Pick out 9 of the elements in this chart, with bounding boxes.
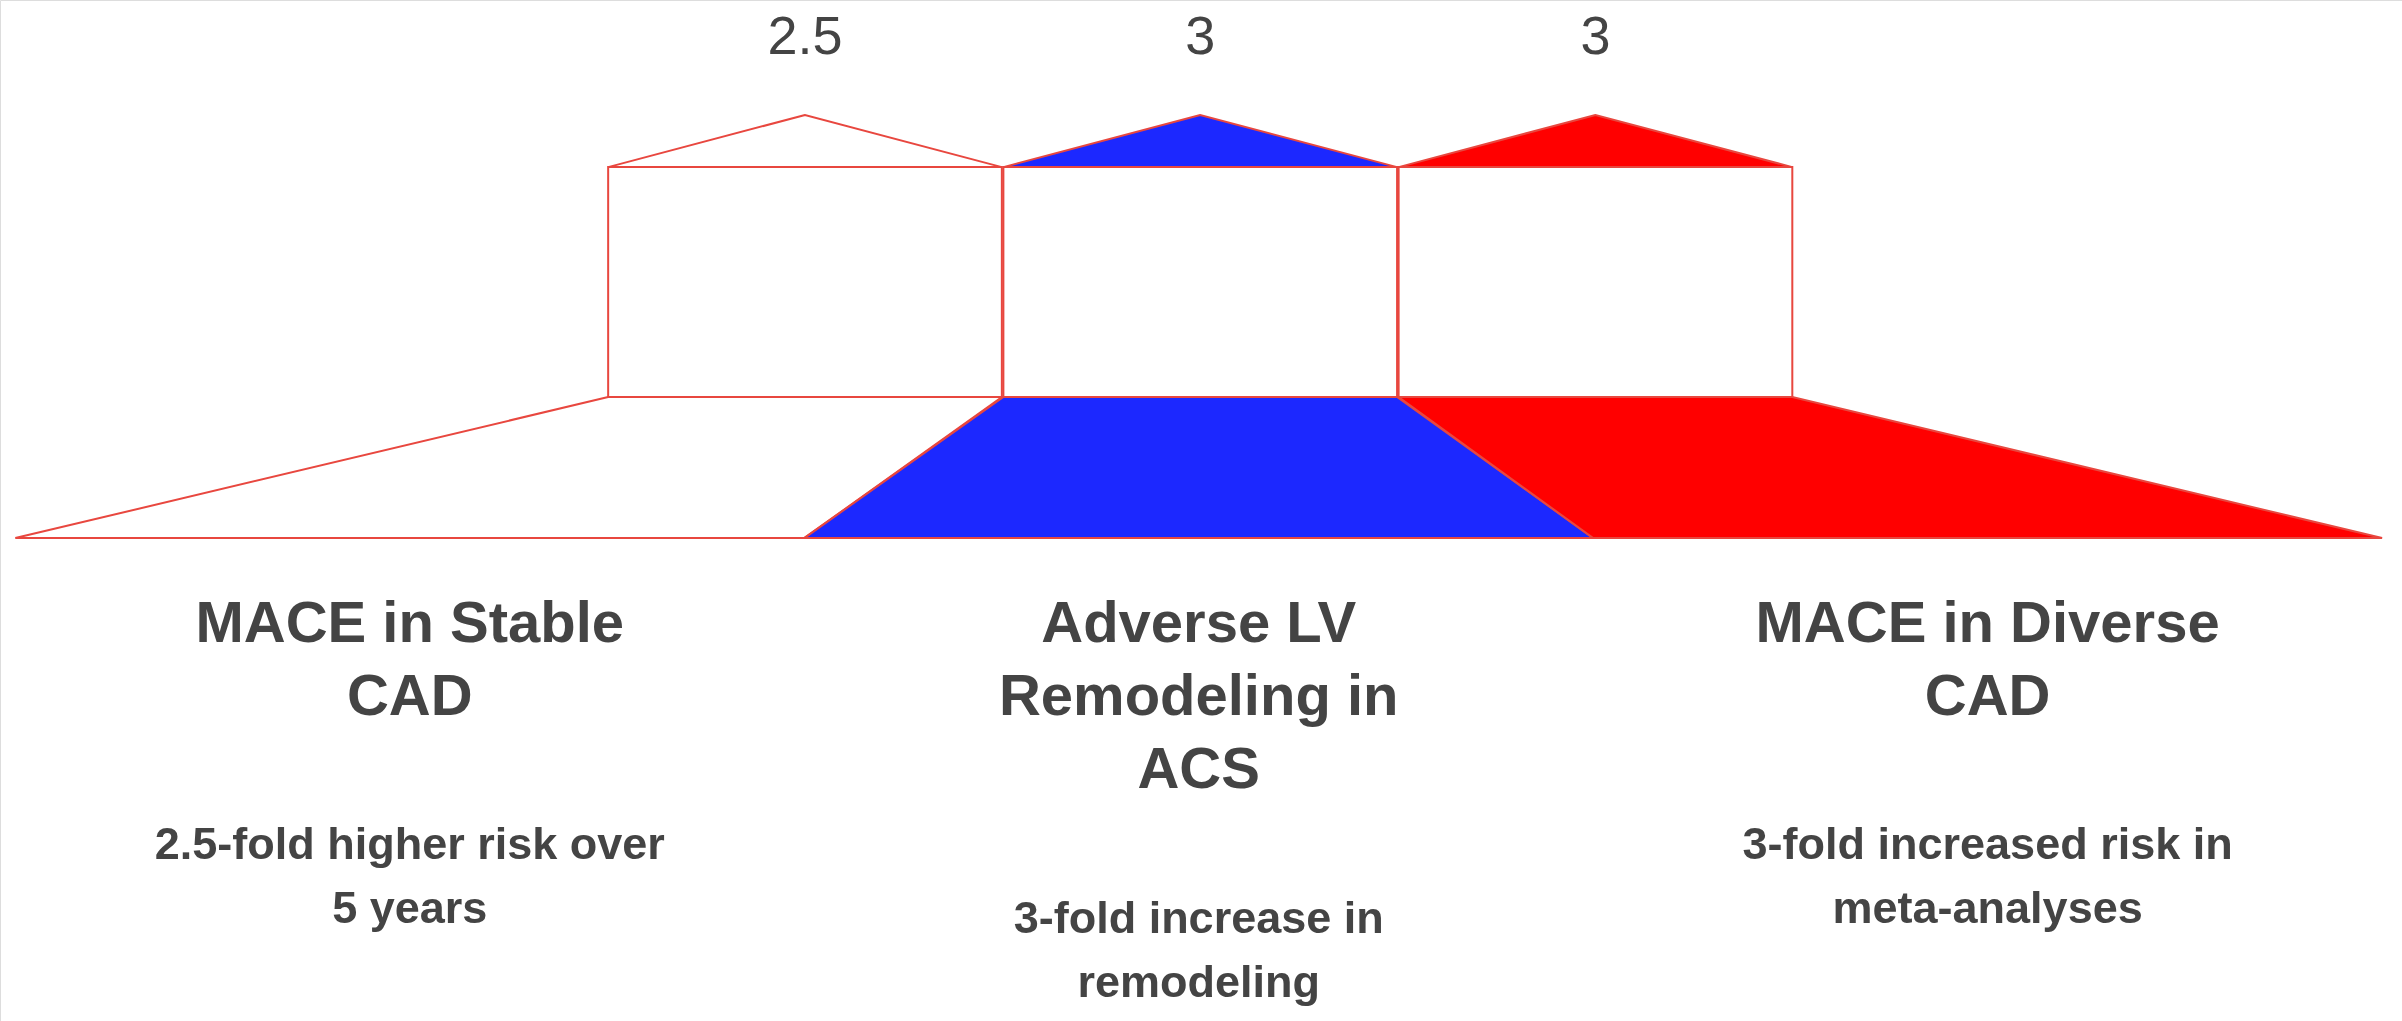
category-label: Adverse LV Remodeling in ACS [998,589,1399,801]
category-label: MACE in Diverse CAD [1755,589,2220,728]
data-label: 3 [1185,5,1216,66]
text: 3-fold increase in remodeling [1013,891,1384,1007]
data-label: 3 [1580,5,1611,66]
text: 3-fold increased risk in meta-analyses [1742,818,2233,934]
data-label: 2.5 [767,5,843,66]
text: 2.5-fold higher risk over 5 years [154,818,665,934]
category-label: MACE in Stable CAD [195,589,625,728]
